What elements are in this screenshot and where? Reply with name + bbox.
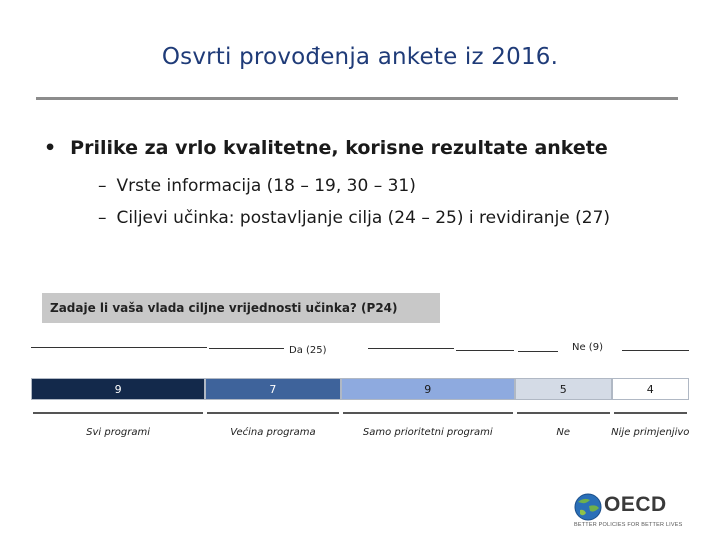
- bar-segment: 9: [31, 378, 206, 400]
- sub-bullet-dash: –: [98, 208, 107, 228]
- oecd-logo: OECD BETTER POLICIES FOR BETTER LIVES: [574, 493, 688, 533]
- logo-tagline: BETTER POLICIES FOR BETTER LIVES: [574, 522, 683, 528]
- category-separator-line: [613, 412, 687, 414]
- category-separator-line: [207, 412, 339, 414]
- bar-value-label: 7: [269, 382, 277, 396]
- category-separator-line: [516, 412, 610, 414]
- bar-value-label: 9: [424, 382, 432, 396]
- bracket-line: [368, 348, 454, 349]
- bracket-line: [456, 350, 514, 351]
- sub-bullet-1: – Vrste informacija (18 – 19, 30 – 31): [98, 176, 416, 196]
- sub-bullet-dash: –: [98, 176, 107, 196]
- bar-segment: 5: [514, 378, 612, 400]
- category-separator-line: [33, 412, 204, 414]
- bar-value-label: 9: [114, 382, 122, 396]
- category-label: Većina programa: [230, 427, 316, 438]
- bracket-line: [622, 350, 689, 351]
- bar-value-label: 5: [559, 382, 567, 396]
- group-label-no: Ne (9): [568, 342, 607, 353]
- main-bullet: • Prilike za vrlo kvalitetne, korisne rez…: [44, 137, 608, 159]
- bar-segment: 9: [340, 378, 515, 400]
- category-label: Samo prioritetni programi: [362, 427, 493, 438]
- bracket-line: [31, 347, 207, 348]
- category-label: Svi programi: [86, 427, 151, 438]
- bar-segment: 7: [205, 378, 341, 400]
- bracket-line: [209, 348, 284, 349]
- bar-value-label: 4: [646, 382, 654, 396]
- bullet-dot: •: [44, 137, 57, 159]
- globe-icon: [574, 493, 602, 521]
- title-divider: [36, 97, 678, 100]
- sub-bullet-text: Vrste informacija (18 – 19, 30 – 31): [116, 176, 416, 196]
- sub-bullet-2: – Ciljevi učinka: postavljanje cilja (24 …: [98, 208, 610, 228]
- chart-question: Zadaje li vaša vlada ciljne vrijednosti …: [42, 293, 440, 323]
- bar-segment: 4: [611, 378, 689, 400]
- group-label-yes: Da (25): [285, 345, 331, 356]
- slide-title: Osvrti provođenja ankete iz 2016.: [161, 44, 559, 70]
- sub-bullet-text: Ciljevi učinka: postavljanje cilja (24 –…: [116, 208, 611, 228]
- category-separator-line: [342, 412, 513, 414]
- bracket-line: [518, 351, 558, 352]
- category-label: Ne: [556, 427, 570, 438]
- logo-wordmark: OECD: [604, 493, 667, 516]
- main-bullet-text: Prilike za vrlo kvalitetne, korisne rezu…: [70, 137, 608, 159]
- category-label: Nije primjenjivo: [611, 427, 690, 438]
